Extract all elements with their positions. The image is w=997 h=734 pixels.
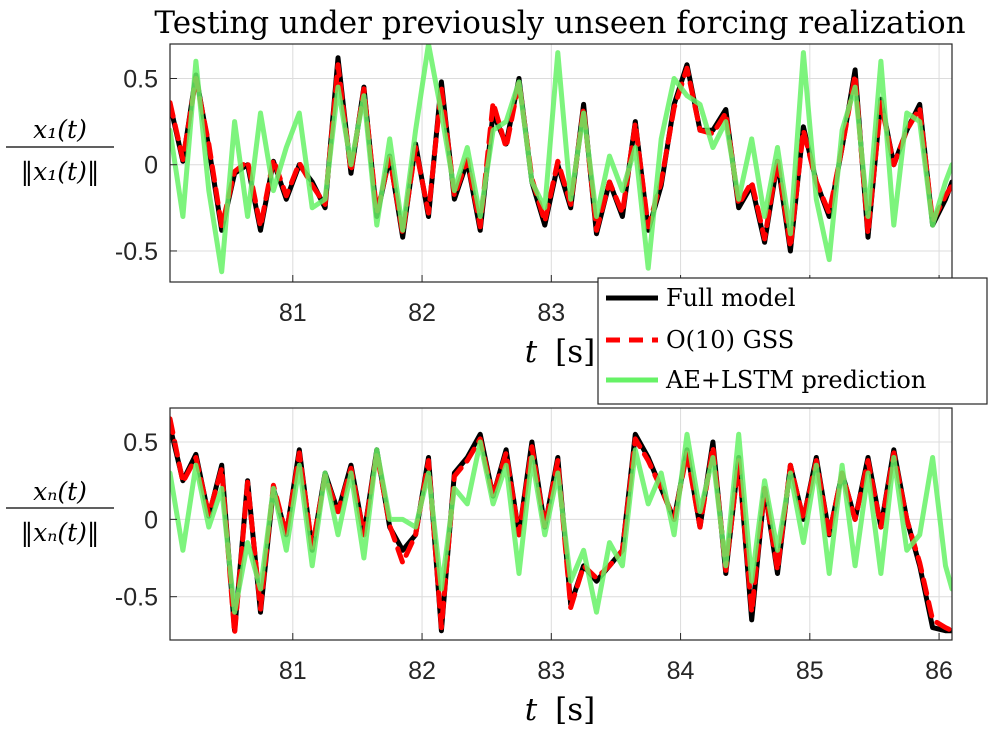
x-tick-label: 83 [537,299,565,327]
y-tick-label: -0.5 [115,238,158,266]
legend-label-gss: O(10) GSS [666,326,794,354]
x-tick-label: 86 [925,657,953,685]
y-label-numerator: xₙ(t) [33,477,87,506]
panel-bottom: 0.5 0 -0.5 81 82 83 84 85 86 xₙ(t) ‖xₙ(t)‖ t [s… [6,407,953,728]
y-label-numerator: x₁(t) [33,115,87,144]
y-tick-label: -0.5 [115,584,158,612]
x-tick-label: 85 [796,657,824,685]
series-line-ae-lstm-prediction [170,44,952,275]
x-tick-label: 82 [408,299,436,327]
legend-label-ae-lstm: AE+LSTM prediction [665,366,926,394]
y-tick-label: 0.5 [123,429,158,457]
x-tick-label: 84 [667,657,695,685]
x-label-var: t [525,692,538,728]
y-tick-label: 0 [144,152,158,180]
y-tick-label: 0.5 [123,65,158,93]
y-axis-label-bottom: xₙ(t) ‖xₙ(t)‖ [6,477,114,548]
legend: Full model O(10) GSS AE+LSTM prediction [597,277,988,405]
y-axis-label-top: x₁(t) ‖x₁(t)‖ [6,115,114,187]
svg-text:t [s]: t [s] [525,334,595,370]
svg-text:t [s]: t [s] [525,692,595,728]
series-line-o-10-gss [170,62,952,250]
x-tick-label: 82 [408,657,436,685]
x-axis-label-bottom: t [s] [525,692,595,728]
chart-title: Testing under previously unseen forcing … [154,5,965,41]
x-tick-label: 83 [537,657,565,685]
series-line-ae-lstm-prediction [170,431,952,615]
y-tick-label: 0 [144,506,158,534]
legend-label-full-model: Full model [666,284,796,312]
x-label-unit: [s] [555,334,595,370]
x-label-unit: [s] [555,692,595,728]
panel-top: 0.5 0 -0.5 81 82 83 x₁(t) ‖x₁(t)‖ t [s] [6,43,953,370]
y-label-denominator: ‖x₁(t)‖ [21,157,100,187]
y-label-denominator: ‖xₙ(t)‖ [21,518,100,548]
x-tick-label: 81 [279,299,307,327]
x-tick-label: 81 [279,657,307,685]
axes-frame-top [169,43,953,283]
x-axis-label-top: t [s] [525,334,595,370]
x-label-var: t [525,334,538,370]
axes-frame-bottom [169,407,953,641]
